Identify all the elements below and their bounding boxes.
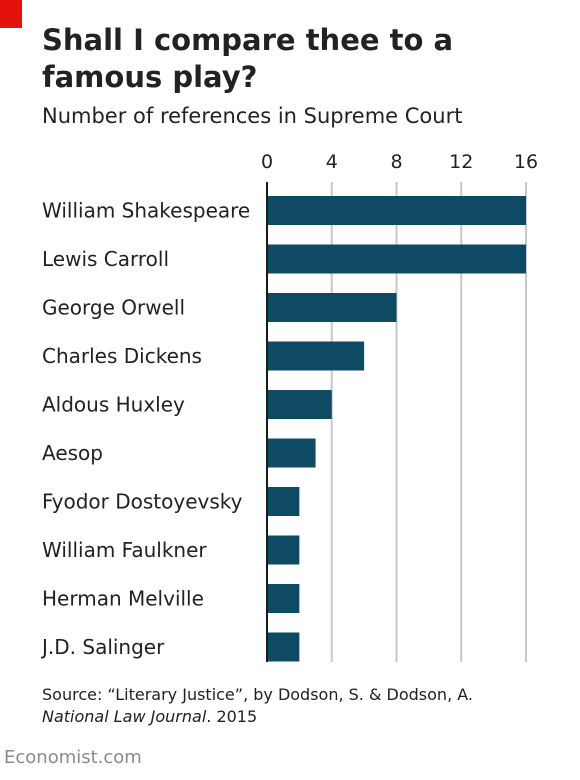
category-label: Herman Melville bbox=[42, 587, 204, 611]
source-publication: National Law Journal bbox=[42, 707, 207, 726]
source-note: Source: “Literary Justice”, by Dodson, S… bbox=[42, 684, 473, 728]
bar bbox=[267, 487, 300, 516]
bar bbox=[267, 196, 526, 225]
bar bbox=[267, 584, 300, 613]
category-label: George Orwell bbox=[42, 296, 185, 320]
category-label: Aldous Huxley bbox=[42, 393, 185, 417]
x-tick-labels: 0 4 8 12 16 bbox=[261, 151, 538, 173]
bar bbox=[267, 438, 316, 468]
source-line: Source: “Literary Justice”, by Dodson, S… bbox=[42, 685, 473, 704]
chart-subtitle: Number of references in Supreme Court bbox=[42, 104, 463, 128]
x-tick-label: 0 bbox=[261, 151, 273, 173]
bar bbox=[267, 390, 332, 419]
x-tick-label: 8 bbox=[390, 151, 402, 173]
category-label: Aesop bbox=[42, 441, 103, 465]
category-label: Lewis Carroll bbox=[42, 247, 169, 271]
bar bbox=[267, 293, 397, 322]
bars bbox=[267, 196, 526, 662]
x-tick-label: 16 bbox=[514, 151, 538, 173]
bar bbox=[267, 341, 365, 371]
x-tick-label: 4 bbox=[326, 151, 338, 173]
category-label: J.D. Salinger bbox=[40, 635, 165, 659]
bar bbox=[267, 244, 526, 274]
category-label: William Faulkner bbox=[42, 538, 207, 562]
x-tick-label: 12 bbox=[449, 151, 473, 173]
accent-tab bbox=[0, 0, 22, 28]
category-label: Charles Dickens bbox=[42, 344, 202, 368]
category-label: William Shakespeare bbox=[42, 199, 250, 223]
brand-logo-text: Economist.com bbox=[4, 747, 142, 768]
source-year: . 2015 bbox=[206, 707, 258, 726]
category-label: Fyodor Dostoyevsky bbox=[42, 490, 243, 514]
bar bbox=[267, 535, 300, 565]
category-labels: William Shakespeare Lewis Carroll George O… bbox=[40, 199, 250, 660]
source-publication-line: National Law Journal. 2015 bbox=[42, 706, 473, 728]
bar-chart: 0 4 8 12 16 William Shakespeare Lewis Carroll… bbox=[40, 151, 538, 662]
bar bbox=[267, 632, 300, 662]
chart-title: Shall I compare thee to a famous play? bbox=[42, 23, 454, 94]
